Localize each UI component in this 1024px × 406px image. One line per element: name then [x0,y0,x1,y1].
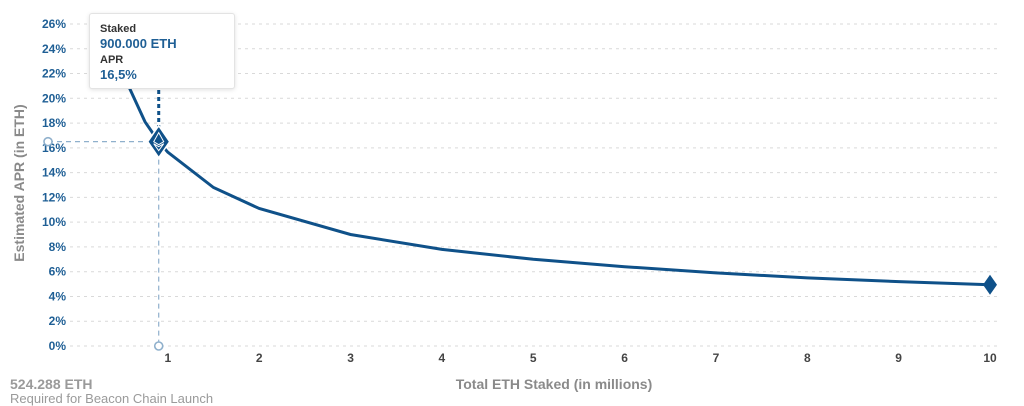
x-guide-dot [153,341,164,351]
y-guide-dot [43,136,53,147]
y-tick-label: 18% [42,116,66,130]
y-axis-ticks: 0%2%4%6%8%10%12%14%16%18%20%22%24%26% [42,17,66,353]
apr-curve [107,23,991,287]
tooltip-apr-label: APR [100,54,124,66]
x-tick-label: 5 [530,351,537,365]
x-tick-label: 10 [983,351,997,365]
y-tick-label: 6% [49,265,67,279]
end-point [983,274,997,295]
y-tick-label: 10% [42,215,66,229]
y-axis-title: Estimated APR (in ETH) [11,104,27,261]
chart-tooltip: Staked 900.000 ETH APR 16,5% [89,13,235,89]
y-tick-label: 8% [49,240,67,254]
tooltip-staked-label: Staked [100,23,137,35]
eth-icon [153,131,165,152]
x-axis-ticks: 1 2 3 4 5 6 7 8 9 10 [165,351,997,365]
x-tick-label: 1 [165,351,172,365]
y-tick-label: 14% [42,166,66,180]
y-tick-label: 22% [42,67,66,81]
y-tick-label: 20% [42,91,66,105]
x-tick-label: 8 [804,351,811,365]
x-tick-label: 9 [895,351,902,365]
launch-amount: 524.288 ETH [10,376,93,392]
y-tick-label: 24% [42,42,66,56]
chart-markers[interactable] [146,124,997,295]
x-tick-label: 3 [347,351,354,365]
tooltip-staked-value: 900.000 ETH [100,36,177,51]
chart-grid [70,23,1000,347]
x-tick-label: 6 [621,351,628,365]
x-tick-label: 2 [256,351,263,365]
y-tick-label: 0% [49,339,67,353]
highlight-point [146,124,171,159]
x-axis-title: Total ETH Staked (in millions) [456,376,653,392]
x-tick-label: 7 [713,351,720,365]
y-tick-label: 26% [42,17,66,31]
y-tick-label: 12% [42,190,66,204]
highlight-guides [43,90,164,351]
y-tick-label: 2% [49,314,67,328]
y-tick-label: 4% [49,289,67,303]
tooltip-apr-value: 16,5% [100,67,137,82]
x-tick-label: 4 [439,351,446,365]
launch-caption: Required for Beacon Chain Launch [10,391,214,406]
